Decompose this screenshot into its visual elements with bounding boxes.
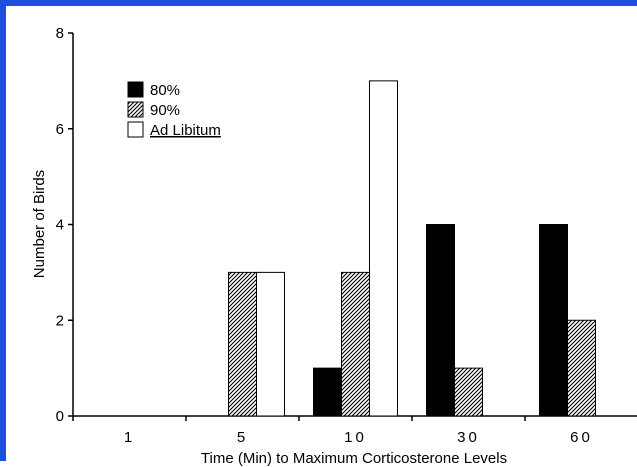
bar-ad-libitum-5 <box>256 271 285 417</box>
bar-90--5 <box>228 271 257 417</box>
bar-90--10 <box>341 271 370 417</box>
y-tick-label: 8 <box>56 25 64 42</box>
x-tick-label: 5 <box>237 429 248 446</box>
x-ticks: 1 5 10 30 60 <box>72 416 593 446</box>
legend-swatch-80 <box>127 81 144 98</box>
legend-label-90: 90% <box>150 102 180 119</box>
legend-swatch-ad-libitum <box>127 121 144 138</box>
bar-ad-libitum-10 <box>369 80 398 417</box>
legend-label-ad-libitum: Ad Libitum <box>150 122 221 139</box>
legend-swatch-90 <box>127 101 144 118</box>
bar-90--30 <box>454 367 483 417</box>
y-axis-title: Number of Birds <box>31 170 48 278</box>
x-tick-label: 1 <box>124 429 135 446</box>
bar-80--10 <box>313 367 342 417</box>
legend: 80% 90% Ad Libitum <box>127 81 221 139</box>
y-tick-label: 2 <box>56 312 64 329</box>
y-tick-label: 4 <box>56 217 64 234</box>
bar-90--60 <box>567 319 596 417</box>
y-tick-label: 6 <box>56 121 64 138</box>
x-axis-title: Time (Min) to Maximum Corticosterone Lev… <box>201 450 507 467</box>
bar-chart: 0 2 4 6 8 1 5 10 30 60 Time (Min) to Maximum Cor… <box>31 25 637 467</box>
x-tick-label: 60 <box>570 429 593 446</box>
legend-label-80: 80% <box>150 82 180 99</box>
y-tick-label: 0 <box>56 408 64 425</box>
x-tick-label: 10 <box>344 429 367 446</box>
bar-80--30 <box>426 224 455 417</box>
bars <box>228 80 596 417</box>
y-ticks: 0 2 4 6 8 <box>56 25 73 425</box>
bar-80--60 <box>539 224 568 417</box>
x-tick-label: 30 <box>457 429 480 446</box>
